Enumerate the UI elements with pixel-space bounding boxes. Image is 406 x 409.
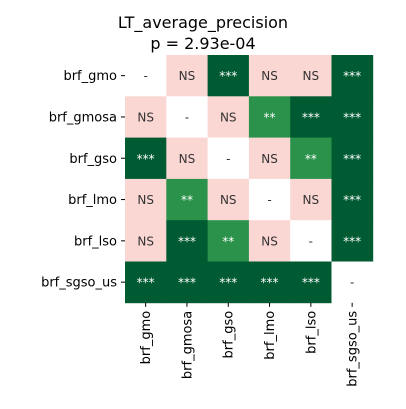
- heatmap-cell: [125, 137, 167, 180]
- heatmap-cell: [166, 178, 208, 221]
- y-tick-label: brf_gmosa: [49, 110, 117, 125]
- heatmap-cell: [248, 137, 291, 180]
- cell-label: ***: [343, 234, 361, 248]
- cell-label: ***: [343, 110, 361, 124]
- cell-label: **: [305, 152, 317, 166]
- cell-label: -: [350, 276, 354, 290]
- cell-label: **: [222, 234, 234, 248]
- cell-label: ***: [219, 69, 237, 83]
- heatmap-cell: [207, 55, 250, 97]
- cell-label: NS: [137, 193, 154, 207]
- cell-label: ***: [302, 110, 320, 124]
- heatmap-cell: [125, 55, 167, 97]
- cell-label: NS: [220, 193, 237, 207]
- chart-subtitle: p = 2.93e-04: [150, 34, 256, 53]
- heatmap-cell: [248, 96, 291, 138]
- x-tick-label: brf_gmosa: [180, 311, 195, 379]
- cell-label: ***: [137, 152, 155, 166]
- cell-label: ***: [261, 276, 279, 290]
- heatmap-cell: [331, 178, 374, 221]
- heatmap-cell: [125, 96, 167, 138]
- heatmap-cell: [248, 55, 291, 97]
- heatmap-cell: [207, 261, 250, 304]
- heatmap-cell: [207, 96, 250, 138]
- cell-label: NS: [179, 152, 196, 166]
- cell-label: **: [264, 110, 276, 124]
- x-tick-label: brf_lmo: [263, 311, 278, 360]
- cell-label: ***: [219, 276, 237, 290]
- cell-label: **: [181, 193, 193, 207]
- cell-label: -: [226, 152, 230, 166]
- cell-label: NS: [261, 69, 278, 83]
- cell-label: -: [267, 193, 271, 207]
- x-tick-label: brf_sgso_us: [346, 311, 361, 387]
- heatmap-cell: [166, 55, 208, 97]
- cell-label: -: [185, 110, 189, 124]
- heatmap-cell: [248, 178, 291, 221]
- heatmap-cell: [166, 137, 208, 180]
- heatmap-cell: [248, 261, 291, 304]
- cell-label: ***: [343, 193, 361, 207]
- cell-label: NS: [137, 234, 154, 248]
- heatmap-cell: [207, 178, 250, 221]
- heatmap-cell: [290, 261, 332, 304]
- cell-label: NS: [303, 193, 320, 207]
- heatmap-cell: [290, 220, 332, 262]
- heatmap-cell: [331, 96, 374, 138]
- cell-label: NS: [179, 69, 196, 83]
- heatmap-cell: [166, 261, 208, 304]
- heatmap-cell: [166, 96, 208, 138]
- heatmap-cell: [125, 261, 167, 304]
- heatmap-cell: [125, 220, 167, 262]
- y-tick-label: brf_lmo: [68, 193, 117, 208]
- heatmap-cell: [248, 220, 291, 262]
- y-tick-label: brf_sgso_us: [41, 276, 117, 291]
- cell-label: ***: [343, 69, 361, 83]
- heatmap-cell: [331, 137, 374, 180]
- x-tick-label: brf_lso: [304, 311, 319, 354]
- cell-label: NS: [261, 234, 278, 248]
- cell-label: NS: [137, 110, 154, 124]
- heatmap-cell: [207, 220, 250, 262]
- cell-label: -: [143, 69, 147, 83]
- cell-label: NS: [303, 69, 320, 83]
- heatmap-cell: [166, 220, 208, 262]
- y-tick-label: brf_gso: [69, 152, 117, 167]
- cell-label: NS: [220, 110, 237, 124]
- heatmap-cell: [207, 137, 250, 180]
- cell-label: ***: [343, 152, 361, 166]
- x-tick-label: brf_gmo: [139, 311, 154, 365]
- heatmap-cell: [331, 220, 374, 262]
- y-tick-label: brf_gmo: [63, 69, 117, 84]
- heatmap-cell: [290, 137, 332, 180]
- heatmap-cell: [290, 96, 332, 138]
- heatmap-cell: [125, 178, 167, 221]
- cell-label: ***: [178, 234, 196, 248]
- heatmap-cell: [331, 55, 374, 97]
- heatmap-cell: [331, 261, 374, 304]
- heatmap-cell: [290, 178, 332, 221]
- y-tick-label: brf_lso: [74, 234, 117, 249]
- heatmap-cell: [290, 55, 332, 97]
- chart-title: LT_average_precision: [117, 13, 289, 32]
- cell-label: ***: [302, 276, 320, 290]
- cell-label: ***: [178, 276, 196, 290]
- x-tick-label: brf_gso: [222, 311, 237, 359]
- cell-label: -: [309, 234, 313, 248]
- cell-label: NS: [261, 152, 278, 166]
- cell-label: ***: [137, 276, 155, 290]
